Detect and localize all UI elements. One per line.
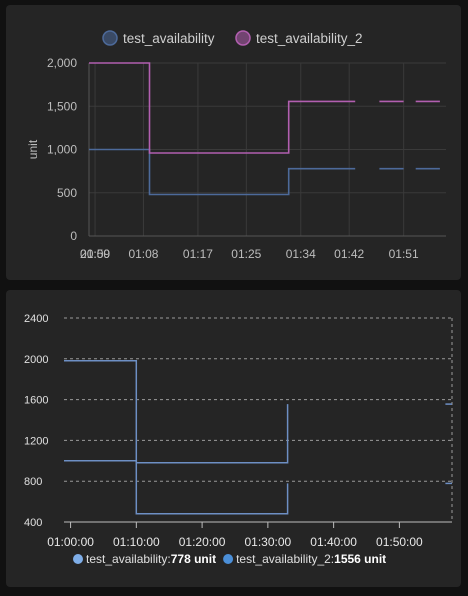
legend-swatch-1 bbox=[102, 30, 118, 46]
y-tick-label-0: 400 bbox=[24, 517, 42, 529]
x-tick-label-3: 01:30:00 bbox=[245, 535, 292, 549]
x-tick-label-1: 01:08 bbox=[128, 247, 158, 261]
legend-label-1: test_availability: bbox=[86, 552, 171, 566]
x-tick-label-3: 01:25 bbox=[231, 247, 261, 261]
bottom-chart-svg: 400 800 1200 1600 2000 2400 01:00:00 01:10:00 01… bbox=[24, 313, 453, 566]
x-tick-label-5: 01:50:00 bbox=[376, 535, 423, 549]
legend-swatch-2 bbox=[235, 30, 251, 46]
x-tick-label-4: 01:34 bbox=[286, 247, 316, 261]
series-1-line-1 bbox=[64, 460, 289, 515]
x-tick-label-0: 01:00:00 bbox=[47, 535, 94, 549]
x-tick-label-overlap: 20:59 bbox=[80, 247, 110, 261]
x-tick-label-1: 01:10:00 bbox=[113, 535, 160, 549]
legend-swatch-1 bbox=[73, 554, 83, 564]
y-tick-label-1: 500 bbox=[57, 186, 77, 200]
chart-card-bottom: 400 800 1200 1600 2000 2400 01:00:00 01:10:00 01… bbox=[6, 290, 461, 587]
legend-value-1: 778 unit bbox=[171, 552, 216, 566]
series-2-line-1 bbox=[89, 62, 356, 154]
y-tick-label-4: 2000 bbox=[24, 354, 48, 366]
y-tick-label-3: 1600 bbox=[24, 395, 48, 407]
x-tick-label-0: 01:00 bbox=[80, 247, 110, 261]
y-tick-label-2: 1,000 bbox=[47, 143, 77, 157]
y-axis-label: unit bbox=[26, 139, 40, 159]
x-tick-label-2: 01:17 bbox=[183, 247, 213, 261]
legend-swatch-2 bbox=[223, 554, 234, 564]
y-tick-label-2: 1200 bbox=[24, 435, 48, 447]
y-tick-label-5: 2400 bbox=[24, 313, 48, 325]
legend-value-2: 1556 unit bbox=[334, 552, 386, 566]
x-tick-label-2: 01:20:00 bbox=[179, 535, 226, 549]
y-tick-label-0: 0 bbox=[70, 229, 77, 243]
chart-card-top: test_availability test_availability_2 0 500… bbox=[6, 5, 461, 280]
y-tick-label-4: 2,000 bbox=[47, 56, 77, 70]
x-tick-label-6: 01:51 bbox=[389, 247, 419, 261]
top-chart-svg: test_availability test_availability_2 0 500… bbox=[26, 30, 446, 261]
legend-label-2: test_availability_2 bbox=[256, 31, 363, 46]
legend-label-2: test_availability_2: bbox=[236, 552, 334, 566]
x-tick-label-4: 01:40:00 bbox=[310, 535, 357, 549]
legend-label-1: test_availability bbox=[123, 31, 215, 46]
y-tick-label-3: 1,500 bbox=[47, 99, 77, 113]
series-1-line-1 bbox=[89, 148, 356, 196]
y-tick-label-1: 800 bbox=[24, 476, 42, 488]
x-tick-label-5: 01:42 bbox=[334, 247, 364, 261]
series-2-line-1 bbox=[64, 360, 289, 464]
